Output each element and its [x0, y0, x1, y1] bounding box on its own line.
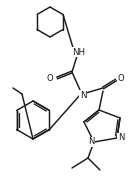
Text: N: N [80, 91, 86, 99]
Text: N: N [118, 134, 124, 142]
Text: N: N [88, 137, 94, 146]
Text: O: O [118, 73, 124, 82]
Text: NH: NH [72, 47, 86, 56]
Text: O: O [47, 73, 53, 82]
